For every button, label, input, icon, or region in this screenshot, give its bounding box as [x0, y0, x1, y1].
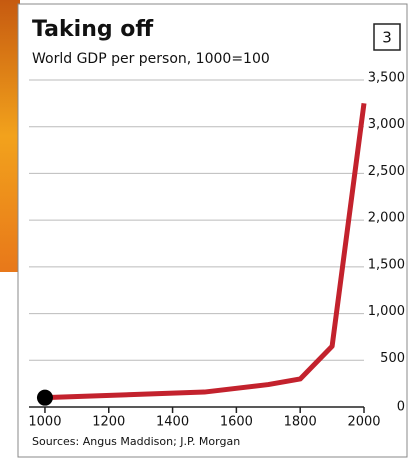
x-tick-label: 1400: [156, 415, 189, 430]
y-tick-label: 1,000: [368, 304, 405, 319]
x-tick-label: 1000: [28, 415, 61, 430]
chart: Taking off World GDP per person, 1000=10…: [0, 0, 408, 458]
y-tick-label: 2,500: [368, 164, 405, 179]
y-tick-label: 0: [397, 400, 405, 415]
y-tick-label: 2,000: [368, 211, 405, 226]
x-tick-label: 1800: [284, 415, 317, 430]
source: Sources: Angus Maddison; J.P. Morgan: [32, 435, 240, 448]
chart-subtitle: World GDP per person, 1000=100: [32, 51, 270, 67]
chart-number: 3: [382, 29, 392, 47]
y-tick-label: 1,500: [368, 257, 405, 272]
start-marker: [37, 390, 53, 406]
photo-edge: [0, 0, 20, 272]
y-tick-label: 3,000: [368, 117, 405, 132]
y-tick-label: 500: [380, 351, 405, 366]
x-tick-label: 1200: [92, 415, 125, 430]
x-tick-label: 1600: [220, 415, 253, 430]
x-tick-label: 2000: [347, 415, 380, 430]
chart-title: Taking off: [32, 17, 154, 42]
y-tick-label: 3,500: [368, 71, 405, 86]
